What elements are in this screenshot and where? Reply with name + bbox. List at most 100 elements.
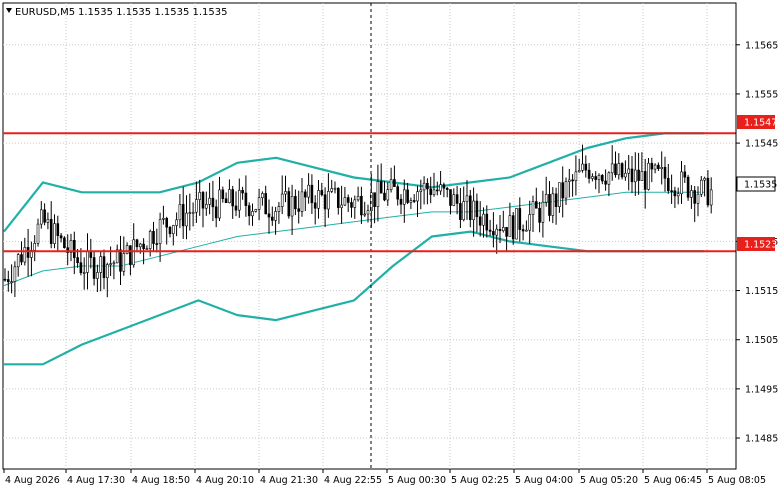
candle-body [86, 251, 89, 273]
candle-body [363, 213, 367, 216]
candle-body [13, 266, 17, 282]
candle-body [69, 239, 73, 253]
candle-body [343, 197, 347, 206]
candle-body [23, 247, 27, 263]
candle-body [73, 239, 76, 258]
candle-body [122, 253, 126, 272]
time-label: 4 Aug 22:55 [324, 475, 382, 486]
candle-body [112, 262, 116, 265]
candle-body [228, 189, 231, 203]
candle-body [297, 208, 301, 212]
candle-body [495, 228, 499, 236]
candle-body [439, 184, 442, 192]
candle-body [10, 281, 13, 283]
candle-body [422, 182, 426, 191]
candle-body [336, 187, 340, 208]
price-tick-label: 1.1545 [745, 139, 778, 150]
price-tick-label: 1.1505 [745, 335, 778, 346]
resistance-price-label: 1.1547 [744, 118, 777, 129]
candle-body [587, 169, 591, 179]
candle-body [3, 278, 7, 281]
candle-body [350, 202, 353, 208]
candle-body [558, 182, 561, 207]
candle-body [257, 197, 261, 210]
candle-body [346, 197, 350, 203]
candle-body [402, 189, 406, 205]
candle-body [181, 204, 185, 227]
time-label: 4 Aug 2026 [5, 475, 60, 486]
resistance-price-badge [737, 115, 775, 129]
candle-body [66, 247, 69, 253]
candle-body [531, 201, 535, 215]
candle-body [666, 178, 670, 191]
time-label: 5 Aug 05:20 [580, 475, 638, 486]
candle-body [224, 198, 228, 203]
candle-body [373, 192, 376, 207]
candle-body [541, 201, 545, 223]
candle-body [416, 191, 419, 202]
candle-body [396, 186, 400, 200]
candle-body [234, 205, 238, 211]
triangle-down-icon[interactable] [6, 8, 12, 13]
candle-body [353, 199, 357, 208]
current-price-badge [736, 176, 776, 192]
candle-body [584, 163, 588, 171]
candle-body [604, 180, 607, 185]
candle-body [201, 192, 205, 209]
candle-body [132, 239, 135, 266]
candle-body [310, 184, 314, 204]
candle-body [340, 204, 343, 208]
candle-body [139, 243, 142, 248]
bb_upper-line [3, 132, 704, 233]
candle-body [699, 179, 703, 195]
candle-body [241, 190, 244, 194]
candle-body [205, 204, 208, 209]
candle-body [178, 204, 182, 221]
plot-area[interactable] [2, 2, 737, 470]
time-label: 4 Aug 21:30 [260, 475, 318, 486]
candle-body [188, 212, 192, 214]
candle-body [254, 209, 258, 212]
candle-body [597, 175, 601, 180]
candle-body [327, 191, 330, 210]
candle-body [432, 189, 436, 195]
candle-body [214, 206, 218, 219]
candle-body [82, 272, 86, 274]
candle-body [211, 197, 215, 208]
candle-body [221, 189, 225, 200]
candle-body [485, 213, 489, 231]
candle-body [168, 226, 172, 234]
candle-body [492, 231, 495, 236]
candle-body [218, 189, 221, 219]
time-label: 4 Aug 18:50 [132, 475, 190, 486]
candle-body [366, 210, 370, 215]
candle-body [389, 179, 393, 190]
candle-body [482, 213, 485, 226]
candle-body [89, 251, 93, 258]
candle-body [475, 200, 479, 218]
candle-body [538, 207, 541, 223]
candle-body [647, 162, 650, 190]
candle-body [244, 192, 248, 206]
candle-body [617, 163, 621, 176]
candle-body [462, 201, 466, 220]
time-label: 5 Aug 08:05 [708, 475, 766, 486]
candle-body [208, 197, 211, 205]
candle-body [498, 228, 502, 232]
candle-body [525, 229, 528, 232]
candle-body [406, 189, 409, 203]
candle-body [356, 195, 360, 201]
candle-body [534, 201, 538, 209]
candle-body [43, 209, 46, 223]
price-tick-label: 1.1515 [745, 286, 778, 297]
candle-body [145, 248, 149, 250]
candle-body [290, 196, 294, 217]
ohlc-quote: 1.1535 1.1535 1.1535 1.1535 [78, 7, 228, 18]
candle-body [119, 249, 122, 272]
candle-body [518, 208, 522, 230]
candle-body [165, 218, 168, 228]
candle-body [630, 168, 634, 183]
candle-body [63, 237, 66, 248]
candle-body [610, 163, 614, 174]
